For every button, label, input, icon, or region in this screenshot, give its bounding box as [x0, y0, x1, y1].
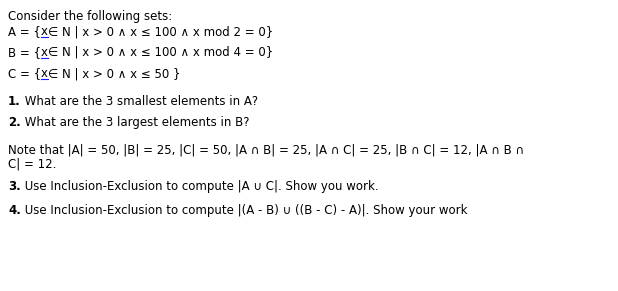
Text: ∈ N | x > 0 ∧ x ≤ 100 ∧ x mod 4 = 0}: ∈ N | x > 0 ∧ x ≤ 100 ∧ x mod 4 = 0}: [48, 46, 273, 59]
Text: C| = 12.: C| = 12.: [8, 157, 56, 170]
Text: 1.: 1.: [8, 95, 21, 108]
Text: 3.: 3.: [8, 180, 21, 193]
Text: ∈ N | x > 0 ∧ x ≤ 100 ∧ x mod 2 = 0}: ∈ N | x > 0 ∧ x ≤ 100 ∧ x mod 2 = 0}: [48, 25, 273, 38]
Text: C = {: C = {: [8, 67, 41, 80]
Text: A = {: A = {: [8, 25, 41, 38]
Text: x: x: [41, 25, 48, 38]
Text: What are the 3 largest elements in B?: What are the 3 largest elements in B?: [21, 116, 249, 129]
Text: B = {: B = {: [8, 46, 41, 59]
Text: x: x: [41, 46, 48, 59]
Text: x: x: [41, 67, 48, 80]
Text: ∈ N | x > 0 ∧ x ≤ 50 }: ∈ N | x > 0 ∧ x ≤ 50 }: [48, 67, 180, 80]
Text: Note that |A| = 50, |B| = 25, |C| = 50, |A ∩ B| = 25, |A ∩ C| = 25, |B ∩ C| = 12: Note that |A| = 50, |B| = 25, |C| = 50, …: [8, 143, 524, 156]
Text: Consider the following sets:: Consider the following sets:: [8, 10, 172, 23]
Text: Use Inclusion-Exclusion to compute |A ∪ C|. Show you work.: Use Inclusion-Exclusion to compute |A ∪ …: [21, 180, 378, 193]
Text: 4.: 4.: [8, 204, 21, 217]
Text: Use Inclusion-Exclusion to compute |(A - B) ∪ ((B - C) - A)|. Show your work: Use Inclusion-Exclusion to compute |(A -…: [21, 204, 467, 217]
Text: What are the 3 smallest elements in A?: What are the 3 smallest elements in A?: [21, 95, 258, 108]
Text: 2.: 2.: [8, 116, 21, 129]
